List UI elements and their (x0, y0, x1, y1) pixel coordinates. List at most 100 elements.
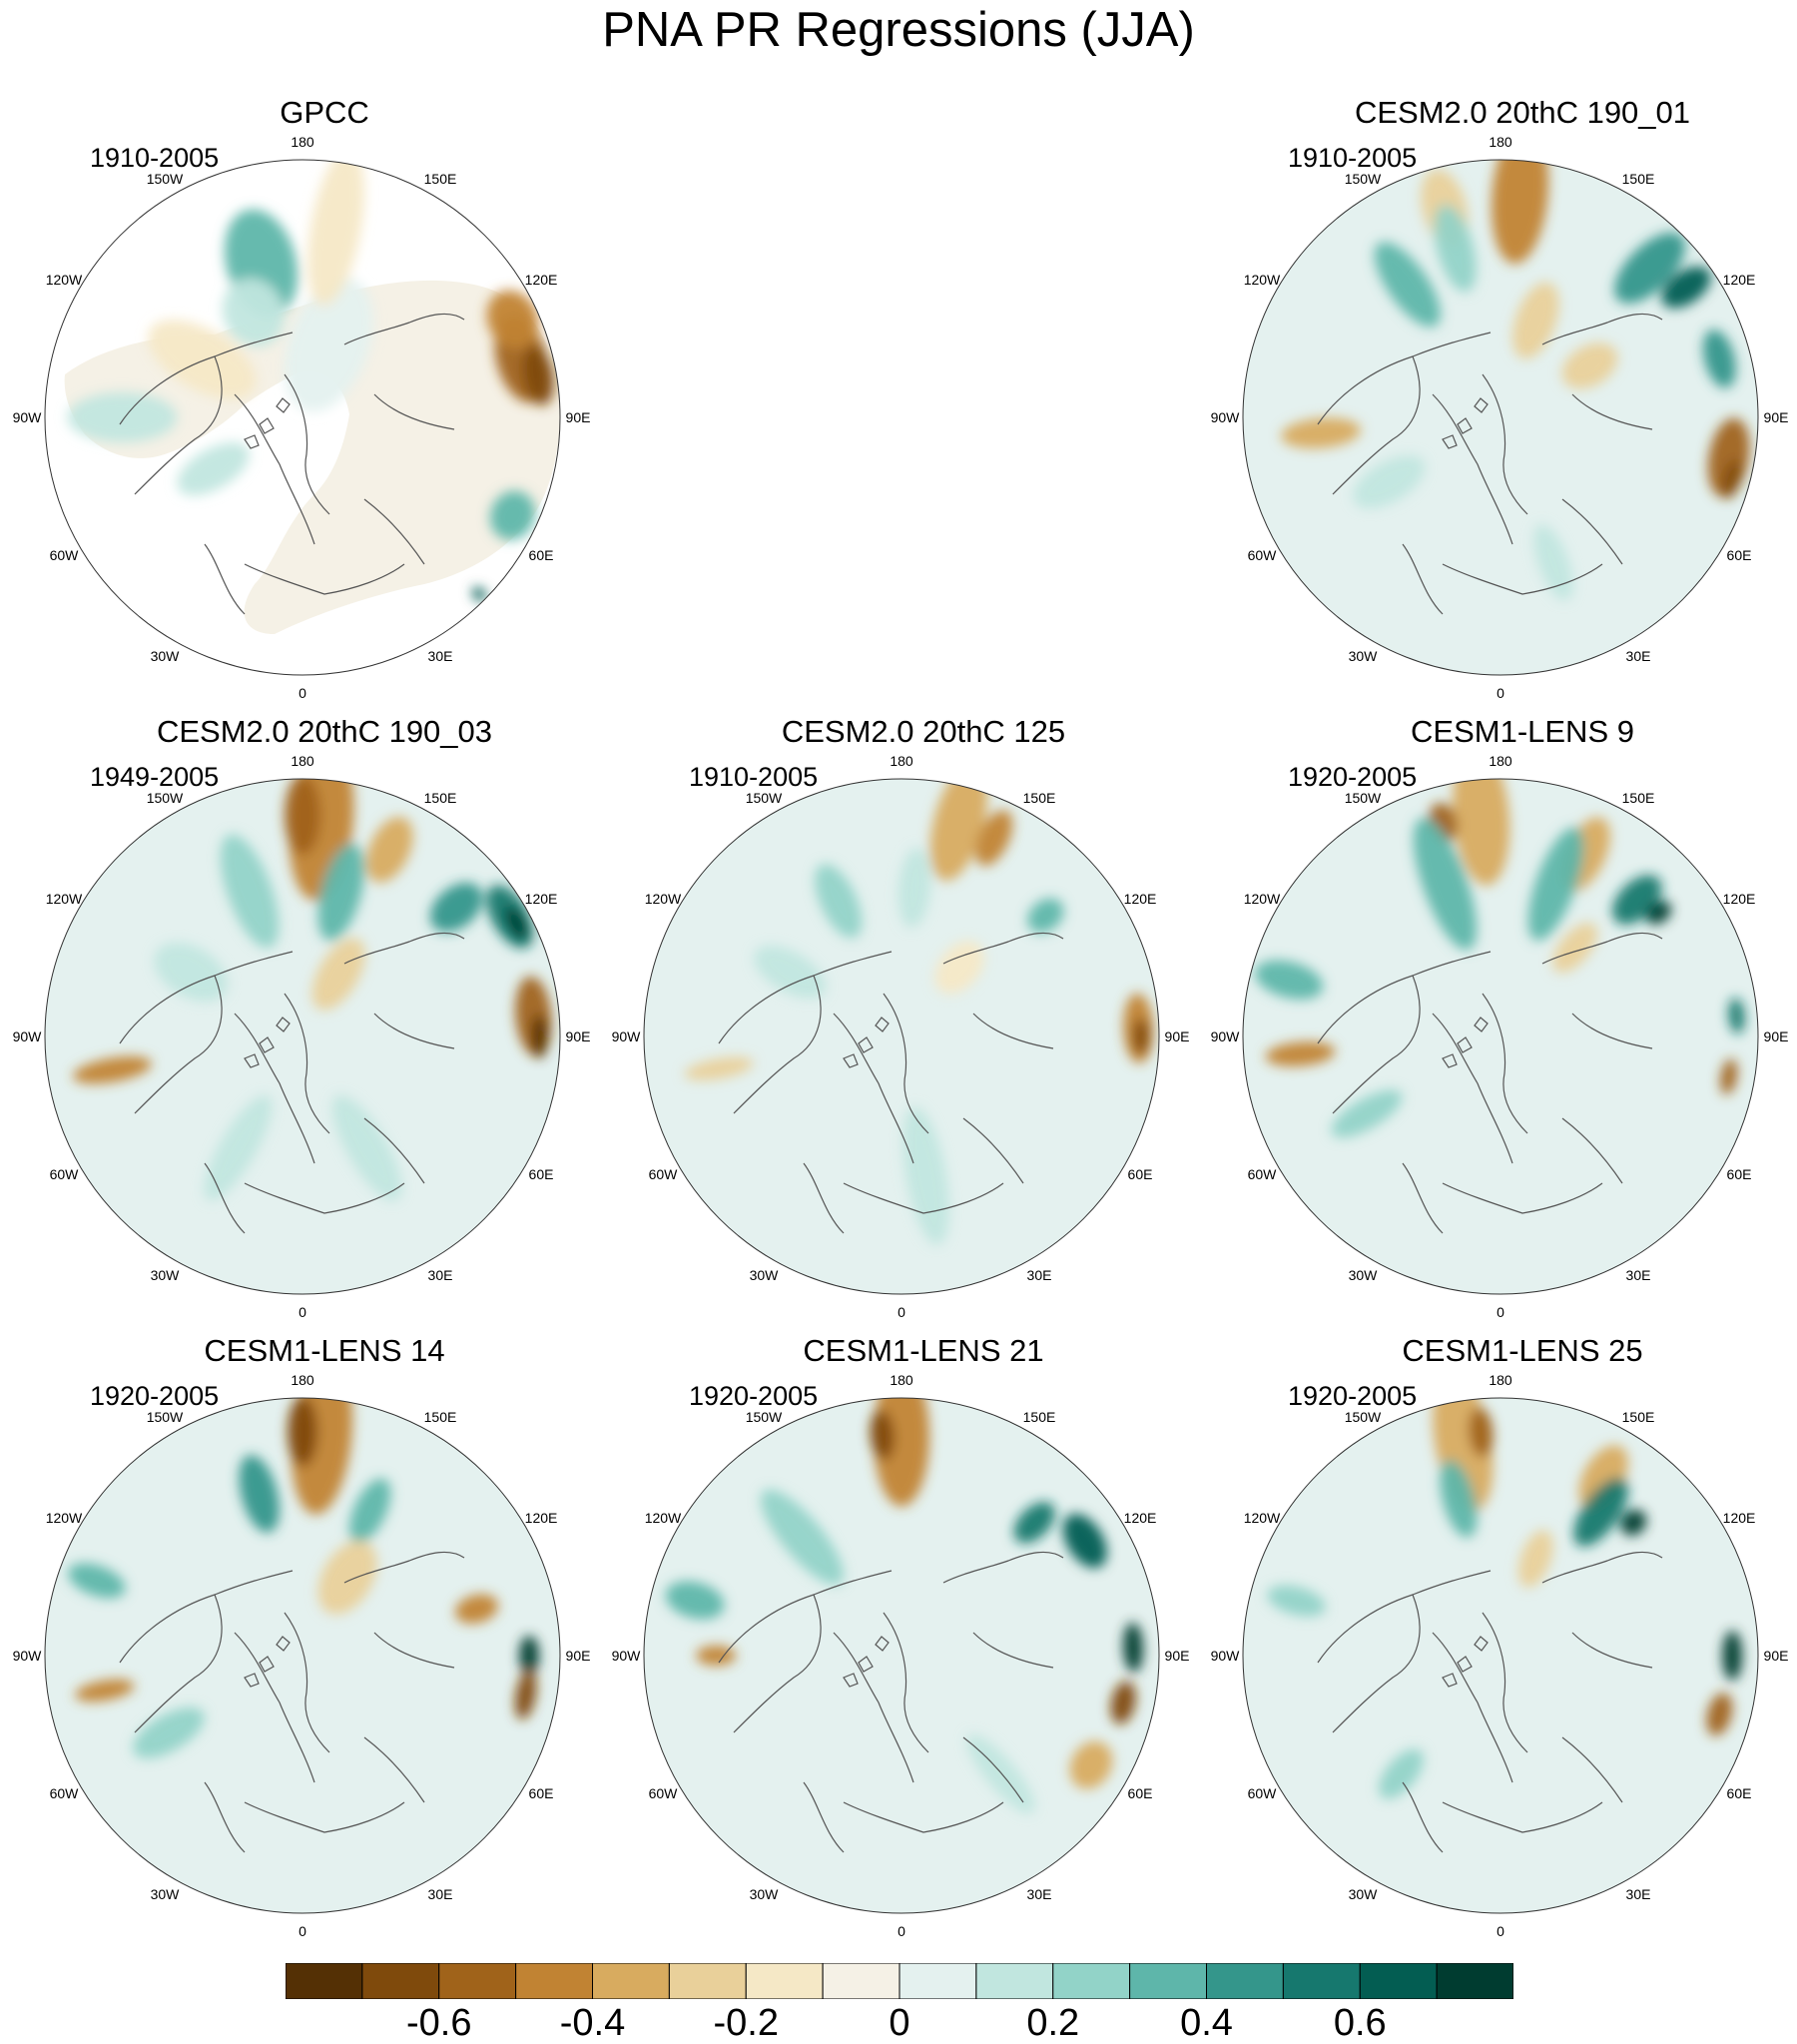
coastline (244, 1636, 291, 1688)
anomaly-blob (1281, 417, 1361, 449)
longitude-label: 150E (424, 171, 457, 187)
polar-map: 180 150E 120E 90E 60E 30E 0 30W 60W 90W 120W 150W (1211, 1372, 1789, 1939)
anomaly-blob (1552, 923, 1598, 973)
longitude-label: 30W (151, 1267, 181, 1283)
coastline (833, 1632, 914, 1783)
longitude-label: 180 (1489, 1372, 1512, 1388)
coastline (1482, 1612, 1528, 1753)
longitude-label: 120W (645, 891, 682, 907)
anomaly-blob (1661, 267, 1711, 309)
longitude-label: 60E (529, 1785, 554, 1801)
colorbar-swatch (1282, 1962, 1361, 2000)
coastlines (718, 1551, 1064, 1853)
coastline (119, 332, 294, 425)
anomaly-blobs (1267, 1398, 1743, 1799)
anomaly-blob (1374, 242, 1441, 328)
longitude-label: 30E (1626, 1267, 1651, 1283)
longitude-label: 120E (525, 891, 558, 907)
coastline (942, 1551, 1064, 1584)
map-panel: CESM2.0 20thC 190_03 1949-2005 180 150E 120E… (13, 714, 604, 1333)
colorbar-swatches (285, 1962, 1514, 2000)
coastline (1432, 393, 1513, 545)
longitude-label: 90W (13, 1028, 43, 1044)
longitude-label: 150E (1622, 171, 1655, 187)
coastline (843, 1017, 890, 1068)
longitude-label: 180 (1489, 753, 1512, 769)
map-boundary (44, 1397, 561, 1914)
longitude-label: 30W (151, 648, 181, 664)
anomaly-blob (285, 779, 320, 856)
coastline (234, 1013, 315, 1164)
panel-title: GPCC (280, 95, 369, 130)
coastline (244, 1182, 405, 1214)
map-field (45, 160, 560, 675)
longitude-label: 90W (1211, 409, 1241, 425)
coastline (119, 1570, 294, 1664)
coastline (1442, 1182, 1603, 1214)
anomaly-blob (486, 290, 539, 349)
anomaly-blob (1517, 1530, 1553, 1588)
anomaly-blob (934, 941, 984, 995)
longitude-label: 0 (1497, 685, 1504, 701)
longitude-label: 180 (291, 134, 314, 150)
coastline (1442, 563, 1603, 595)
anomaly-blob (68, 1563, 126, 1599)
coastline (284, 1612, 330, 1753)
panel-period: 1920-2005 (689, 1381, 819, 1411)
coastline (244, 397, 291, 449)
longitude-label: 30W (151, 1886, 181, 1902)
coastlines (1317, 1551, 1663, 1853)
longitude-label: 120W (46, 1510, 83, 1526)
map-field (45, 1398, 560, 1913)
coastline (843, 1801, 1004, 1833)
panel-period: 1949-2005 (90, 762, 220, 792)
anomaly-blob (220, 834, 280, 949)
anomaly-blob (148, 320, 257, 399)
longitude-label: 150E (424, 790, 457, 806)
anomaly-blob (1013, 1502, 1055, 1544)
anomaly-blob (1614, 232, 1686, 304)
map-boundary (44, 159, 561, 676)
longitude-label: 120E (1124, 1510, 1157, 1526)
anomaly-blob (1413, 818, 1478, 951)
longitude-label: 90E (1764, 1028, 1789, 1044)
coastline (373, 1632, 455, 1669)
anomaly-blob (348, 1478, 391, 1544)
longitude-label: 150W (746, 790, 783, 806)
colorbar-swatch (438, 1962, 517, 2000)
longitude-label: 30E (428, 648, 453, 664)
coastline (373, 1013, 455, 1049)
colorbar-swatch (975, 1962, 1054, 2000)
longitude-label: 0 (898, 1923, 905, 1939)
coastline (1442, 1801, 1603, 1833)
longitude-label: 30W (1349, 1886, 1379, 1902)
coastline (1402, 1162, 1444, 1234)
panel-title: CESM2.0 20thC 190_03 (156, 714, 493, 749)
panel-period: 1910-2005 (689, 762, 819, 792)
anomaly-blob (1440, 1460, 1478, 1538)
longitude-label: 90E (1165, 1648, 1190, 1664)
anomaly-blob (1722, 459, 1742, 499)
coastline (803, 1162, 845, 1234)
colorbar-swatch (515, 1962, 593, 2000)
longitude-label: 150W (746, 1409, 783, 1425)
longitude-label: 60E (1727, 547, 1752, 563)
anomaly-blobs (67, 160, 554, 602)
longitude-label: 120E (1124, 891, 1157, 907)
coastline (1561, 1117, 1623, 1184)
coastline (883, 1612, 929, 1753)
longitude-label: 180 (1489, 134, 1512, 150)
longitude-label: 90W (1211, 1028, 1241, 1044)
anomaly-blob (311, 938, 365, 1011)
coastline (343, 313, 465, 345)
map-field (1243, 779, 1758, 1294)
polar-map: 180 150E 120E 90E 60E 30E 0 30W 60W 90W 120W 150W (13, 1372, 591, 1939)
anomaly-blob (239, 1455, 280, 1533)
longitude-label: 180 (291, 1372, 314, 1388)
longitude-label: 90E (566, 1648, 591, 1664)
coastline (1482, 373, 1528, 515)
colorbar-swatch (361, 1962, 440, 2000)
coastline (244, 1017, 291, 1068)
panel-period: 1920-2005 (1288, 1381, 1418, 1411)
longitude-label: 60W (1248, 1785, 1278, 1801)
